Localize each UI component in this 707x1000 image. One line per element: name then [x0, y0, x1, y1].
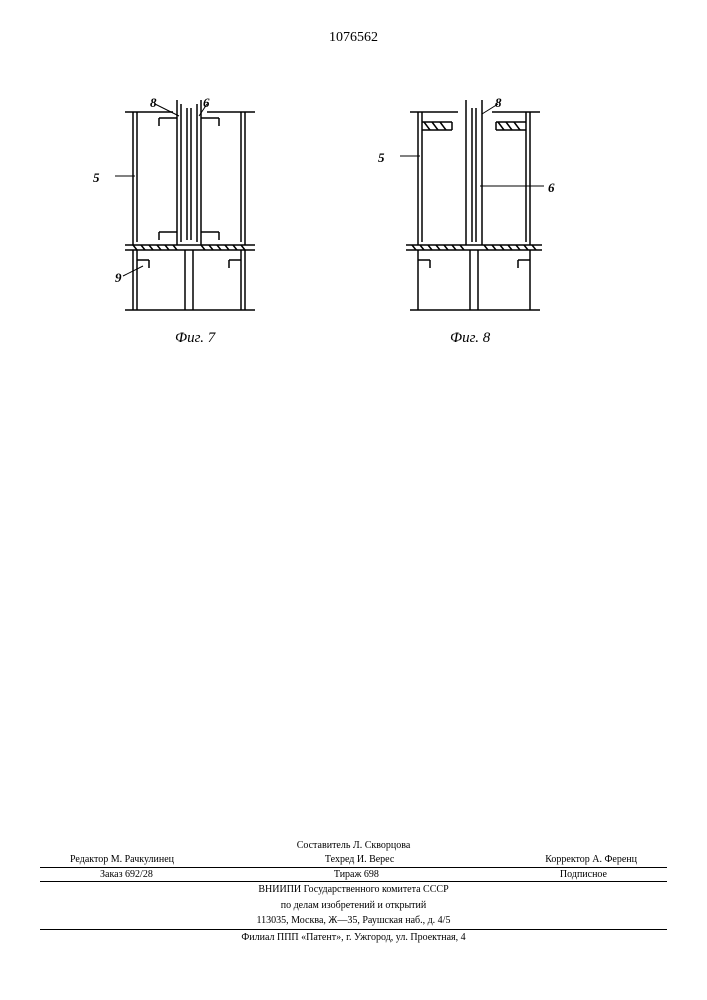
- callout-8-8: 8: [495, 95, 502, 111]
- colophon-order: Заказ 692/28: [100, 868, 153, 882]
- colophon-line3: Заказ 692/28 Тираж 698 Подписное: [40, 867, 667, 882]
- page-number: 1076562: [329, 30, 378, 46]
- callout-8-5: 5: [378, 150, 385, 166]
- colophon-line6: 113035, Москва, Ж—35, Раушская наб., д. …: [40, 913, 667, 929]
- colophon-line1: Составитель Л. Скворцова: [40, 838, 667, 854]
- callout-7-6: 6: [203, 95, 210, 111]
- callout-7-5: 5: [93, 170, 100, 186]
- callout-8-6: 6: [548, 180, 555, 196]
- colophon-line7: Филиал ППП «Патент», г. Ужгород, ул. Про…: [40, 929, 667, 946]
- callout-7-9: 9: [115, 270, 122, 286]
- colophon-editor: Редактор М. Рачкулинец: [70, 853, 174, 867]
- colophon-line2: Редактор М. Рачкулинец Техред И. Верес К…: [40, 853, 667, 867]
- figure-8-svg: [400, 100, 565, 315]
- figures-container: 8 6 5 9: [0, 100, 707, 360]
- figure-7-svg: [115, 100, 280, 315]
- colophon-subscription: Подписное: [560, 868, 607, 882]
- callout-7-8: 8: [150, 95, 157, 111]
- figure-7: 8 6 5 9: [115, 100, 280, 320]
- colophon-tech: Техред И. Верес: [325, 853, 394, 867]
- colophon-corrector: Корректор А. Ференц: [545, 853, 637, 867]
- figure-8: 8 5 6: [400, 100, 565, 320]
- colophon-tirage: Тираж 698: [334, 868, 379, 882]
- colophon: Составитель Л. Скворцова Редактор М. Рач…: [40, 838, 667, 946]
- figure-8-caption: Фиг. 8: [450, 330, 490, 347]
- figure-7-caption: Фиг. 7: [175, 330, 215, 347]
- colophon-line4: ВНИИПИ Государственного комитета СССР: [40, 881, 667, 898]
- colophon-line5: по делам изобретений и открытий: [40, 898, 667, 914]
